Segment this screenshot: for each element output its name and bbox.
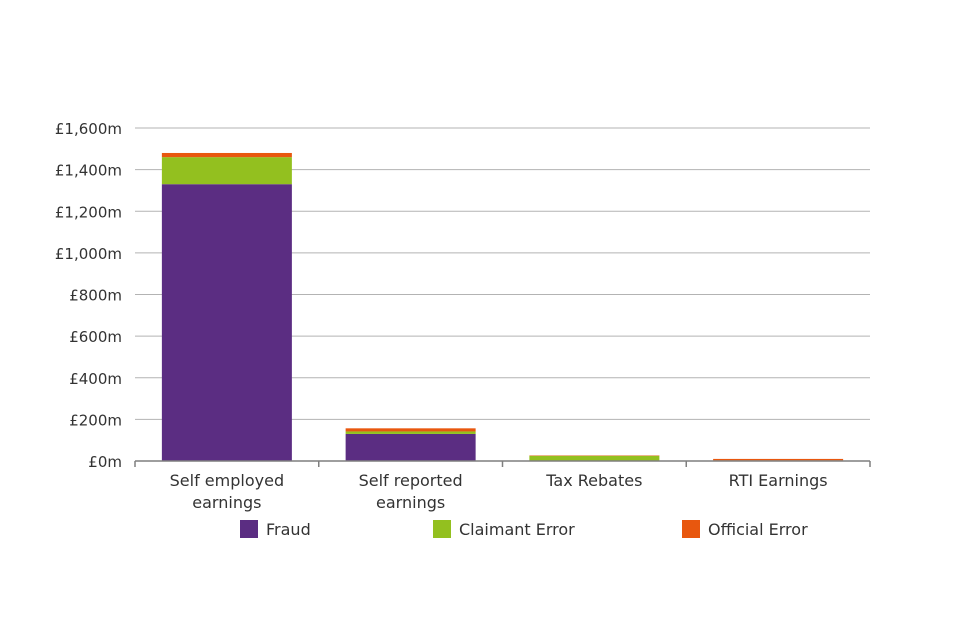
legend-label: Fraud <box>266 520 311 539</box>
legend: Fraud Claimant Error Official Error <box>240 520 808 539</box>
y-axis-ticks: £0m £200m £400m £600m £800m £1,000m £1,200m £1,… <box>55 120 122 471</box>
bar-official-error-3 <box>713 458 844 461</box>
y-tick-label: £1,200m <box>55 203 122 221</box>
y-tick-label: £1,000m <box>55 245 122 263</box>
bar-claimant-error-2 <box>529 455 660 461</box>
x-axis <box>134 460 871 467</box>
y-tick-label: £600m <box>69 328 122 346</box>
legend-swatch-fraud <box>240 520 258 538</box>
legend-swatch-claimant-error <box>433 520 451 538</box>
bar-claimant-error-0 <box>161 157 292 185</box>
x-category-label: Self reported earnings <box>359 471 463 512</box>
bar-official-error-1 <box>345 428 476 432</box>
bar-fraud-0 <box>161 184 292 461</box>
y-tick-label: £200m <box>69 411 122 429</box>
x-axis-labels: Self employed earnings Self reported earnin… <box>170 471 828 512</box>
y-tick-label: £800m <box>69 287 122 305</box>
x-category-label: RTI Earnings <box>729 471 828 490</box>
legend-label: Claimant Error <box>459 520 575 539</box>
x-category-label: Tax Rebates <box>545 471 642 490</box>
x-category-label: Self employed earnings <box>170 471 284 512</box>
y-tick-label: £0m <box>88 453 122 471</box>
y-tick-label: £1,600m <box>55 120 122 138</box>
bar-official-error-0 <box>161 152 292 158</box>
bars <box>161 152 844 461</box>
legend-swatch-official-error <box>682 520 700 538</box>
bar-claimant-error-1 <box>345 431 476 434</box>
bar-fraud-1 <box>345 433 476 461</box>
legend-label: Official Error <box>708 520 808 539</box>
y-tick-label: £400m <box>69 370 122 388</box>
y-tick-label: £1,400m <box>55 162 122 180</box>
